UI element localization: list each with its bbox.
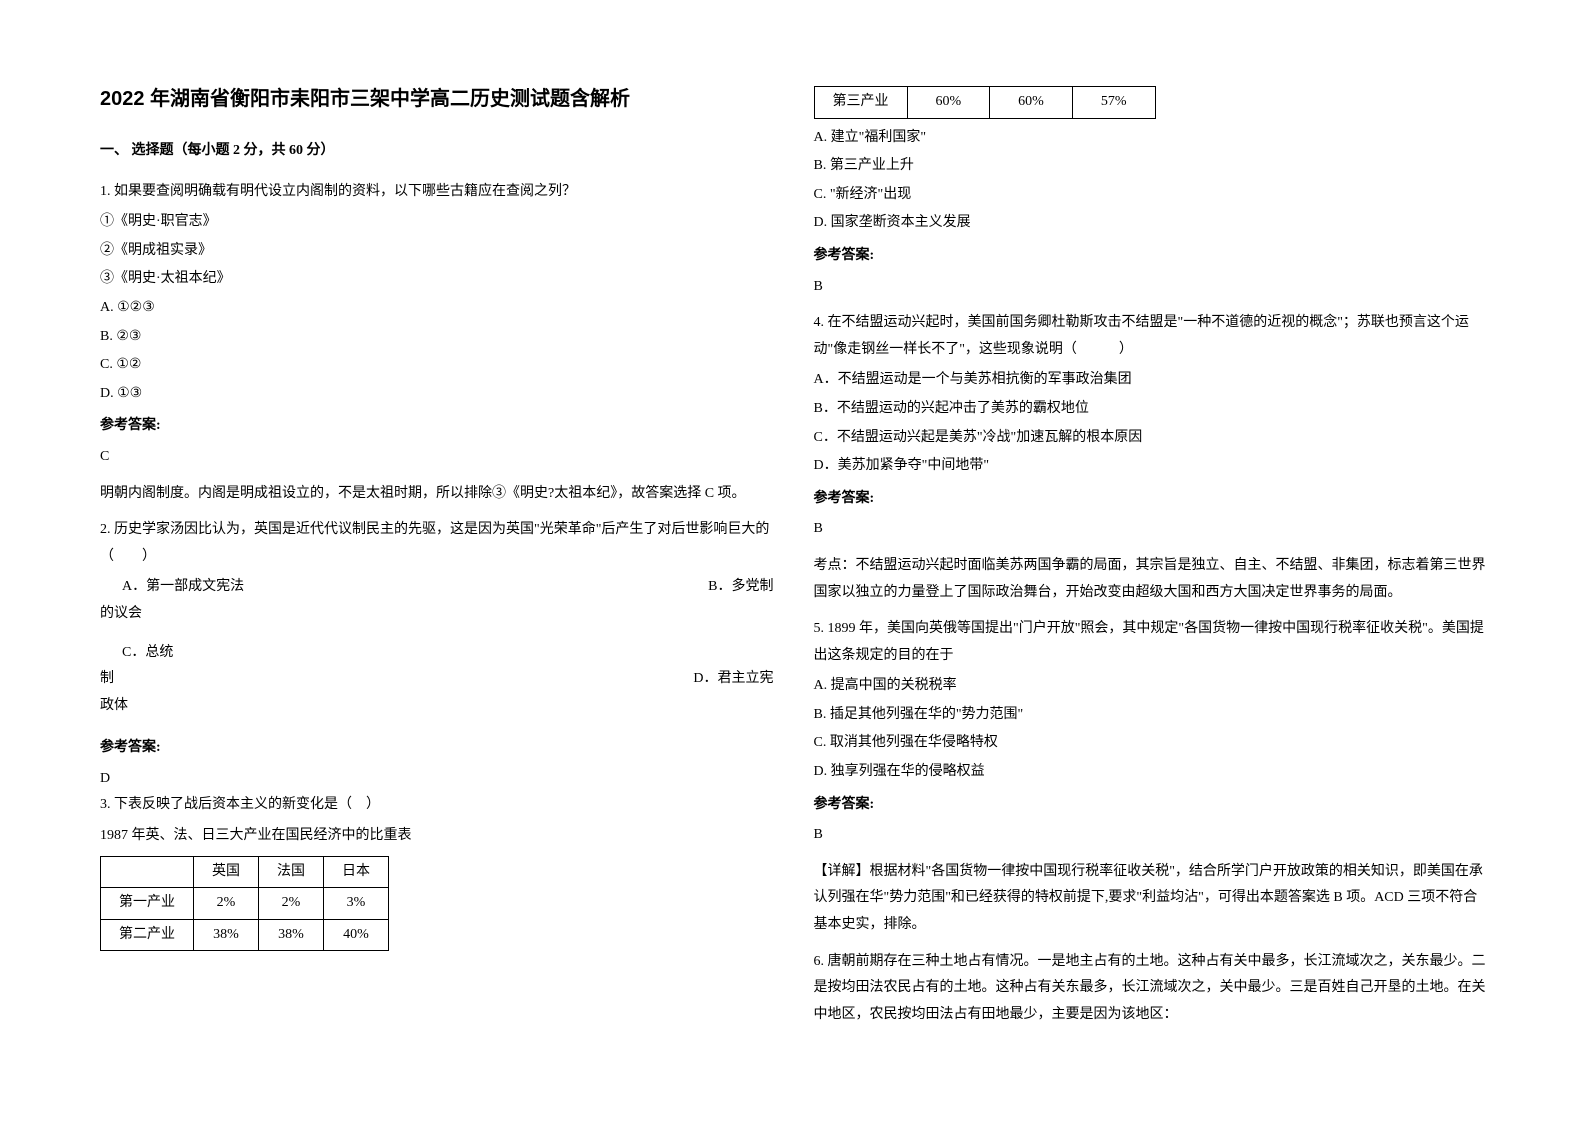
q3-optD: D. 国家垄断资本主义发展 (814, 210, 1488, 237)
q4-optC: C．不结盟运动兴起是美苏"冷战"加速瓦解的根本原因 (814, 425, 1488, 452)
q3-table-cont: 第三产业 60% 60% 57% (814, 86, 1156, 119)
table-header-row: 英国 法国 日本 (101, 856, 389, 888)
th-fr: 法国 (259, 856, 324, 888)
q4-stem: 4. 在不结盟运动兴起时，美国前国务卿杜勒斯攻击不结盟是"一种不道德的近视的概念… (814, 310, 1488, 363)
q1-item3: ③《明史·太祖本纪》 (100, 266, 774, 293)
q4-answer: B (814, 516, 1488, 543)
q3-stem: 3. 下表反映了战后资本主义的新变化是（ ） (100, 792, 774, 819)
q1-explanation: 明朝内阁制度。内阁是明成祖设立的，不是太祖时期，所以排除③《明史?太祖本纪》，故… (100, 481, 774, 508)
cell: 60% (907, 87, 990, 119)
q4-optD: D．美苏加紧争夺"中间地带" (814, 453, 1488, 480)
q5-explanation: 【详解】根据材料"各国货物一律按中国现行税率征收关税"，结合所学门户开放政策的相… (814, 859, 1488, 939)
section-header: 一、 选择题（每小题 2 分，共 60 分） (100, 138, 774, 165)
q5-optD: D. 独享列强在华的侵略权益 (814, 759, 1488, 786)
document-title: 2022 年湖南省衡阳市耒阳市三架中学高二历史测试题含解析 (100, 80, 774, 118)
q1-optC: C. ①② (100, 352, 774, 379)
q1-answer: C (100, 444, 774, 471)
table-row: 第二产业 38% 38% 40% (101, 919, 389, 951)
q1-optA: A. ①②③ (100, 295, 774, 322)
q2-optD-part2: 政体 (100, 693, 774, 720)
cell: 38% (194, 919, 259, 951)
q3-answer: B (814, 274, 1488, 301)
table-row: 第三产业 60% 60% 57% (814, 87, 1155, 119)
cell: 60% (990, 87, 1073, 119)
q2-optC-part1: C．总统 (100, 640, 173, 667)
right-column: 第三产业 60% 60% 57% A. 建立"福利国家" B. 第三产业上升 C… (814, 80, 1488, 1042)
cell: 第二产业 (101, 919, 194, 951)
q4-optA: A．不结盟运动是一个与美苏相抗衡的军事政治集团 (814, 367, 1488, 394)
q2-options-row2: C．总统 制 D．君主立宪 政体 (100, 640, 774, 720)
q1-answer-label: 参考答案: (100, 413, 774, 440)
q1-stem: 1. 如果要查阅明确载有明代设立内阁制的资料，以下哪些古籍应在查阅之列？ (100, 179, 774, 206)
th-blank (101, 856, 194, 888)
q2-answer: D (100, 766, 774, 793)
th-uk: 英国 (194, 856, 259, 888)
q1-optB: B. ②③ (100, 324, 774, 351)
cell: 第三产业 (814, 87, 907, 119)
cell: 2% (259, 888, 324, 920)
q3-optA: A. 建立"福利国家" (814, 125, 1488, 152)
left-column: 2022 年湖南省衡阳市耒阳市三架中学高二历史测试题含解析 一、 选择题（每小题… (100, 80, 774, 1042)
q2-options-row1: A．第一部成文宪法 B．多党制 的议会 (100, 574, 774, 627)
q2-optB-part1: B．多党制 (708, 574, 773, 601)
q5-answer-label: 参考答案: (814, 792, 1488, 819)
cell: 2% (194, 888, 259, 920)
cell: 第一产业 (101, 888, 194, 920)
q3-answer-label: 参考答案: (814, 243, 1488, 270)
table-row: 第一产业 2% 2% 3% (101, 888, 389, 920)
q3-table: 英国 法国 日本 第一产业 2% 2% 3% 第二产业 38% 38% 40% (100, 856, 389, 952)
q4-answer-label: 参考答案: (814, 486, 1488, 513)
q2-optB-part2: 的议会 (100, 601, 774, 628)
cell: 38% (259, 919, 324, 951)
q5-answer: B (814, 822, 1488, 849)
q2-optA: A．第一部成文宪法 (100, 574, 244, 601)
q6-stem: 6. 唐朝前期存在三种土地占有情况。一是地主占有的土地。这种占有关中最多，长江流… (814, 949, 1488, 1029)
q1-optD: D. ①③ (100, 381, 774, 408)
th-jp: 日本 (324, 856, 389, 888)
q4-explanation: 考点：不结盟运动兴起时面临美苏两国争霸的局面，其宗旨是独立、自主、不结盟、非集团… (814, 553, 1488, 606)
q2-optC-part2: 制 (100, 666, 114, 693)
cell: 3% (324, 888, 389, 920)
q1-item1: ①《明史·职官志》 (100, 209, 774, 236)
q5-stem: 5. 1899 年，美国向英俄等国提出"门户开放"照会，其中规定"各国货物一律按… (814, 616, 1488, 669)
q3-caption: 1987 年英、法、日三大产业在国民经济中的比重表 (100, 823, 774, 850)
q1-item2: ②《明成祖实录》 (100, 238, 774, 265)
q2-optD-part1: D．君主立宪 (693, 666, 773, 693)
q2-stem: 2. 历史学家汤因比认为，英国是近代代议制民主的先驱，这是因为英国"光荣革命"后… (100, 517, 774, 570)
q3-optB: B. 第三产业上升 (814, 153, 1488, 180)
cell: 40% (324, 919, 389, 951)
q3-optC: C. "新经济"出现 (814, 182, 1488, 209)
q4-optB: B．不结盟运动的兴起冲击了美苏的霸权地位 (814, 396, 1488, 423)
q5-optC: C. 取消其他列强在华侵略特权 (814, 730, 1488, 757)
q5-optB: B. 插足其他列强在华的"势力范围" (814, 702, 1488, 729)
cell: 57% (1072, 87, 1155, 119)
q2-answer-label: 参考答案: (100, 735, 774, 762)
q5-optA: A. 提高中国的关税税率 (814, 673, 1488, 700)
